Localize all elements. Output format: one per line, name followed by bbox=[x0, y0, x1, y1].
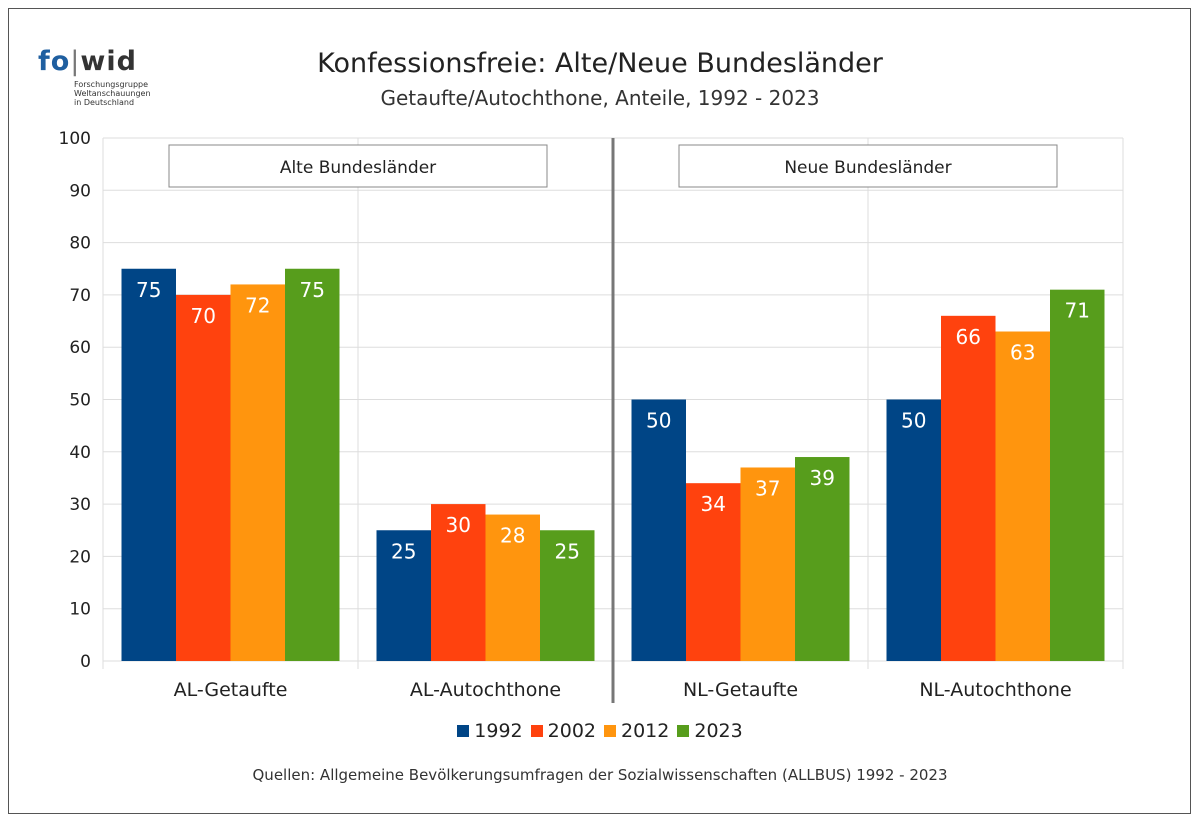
y-tick-label: 30 bbox=[69, 495, 91, 515]
data-label: 63 bbox=[1010, 341, 1035, 365]
y-tick-label: 80 bbox=[69, 234, 91, 254]
data-label: 70 bbox=[191, 304, 216, 328]
y-tick-label: 50 bbox=[69, 391, 91, 411]
data-label: 39 bbox=[810, 466, 835, 490]
y-tick-label: 40 bbox=[69, 443, 91, 463]
group-label: Neue Bundesländer bbox=[784, 158, 951, 178]
y-tick-label: 70 bbox=[69, 286, 91, 306]
legend-label: 2002 bbox=[547, 720, 596, 742]
logo-part-1: fo bbox=[38, 46, 71, 77]
legend-item: 2023 bbox=[677, 720, 743, 742]
y-tick-label: 60 bbox=[69, 338, 91, 358]
data-label: 30 bbox=[446, 513, 471, 537]
bar bbox=[376, 530, 431, 661]
fowid-logo: fo|wid Forschungsgruppe Weltanschauungen… bbox=[38, 46, 178, 116]
y-tick-label: 90 bbox=[69, 181, 91, 201]
data-label: 25 bbox=[555, 539, 580, 563]
bar bbox=[431, 504, 486, 661]
bar bbox=[686, 483, 741, 661]
legend-swatch bbox=[604, 725, 616, 737]
x-tick-label: AL-Getaufte bbox=[174, 679, 288, 701]
chart-subtitle: Getaufte/Autochthone, Anteile, 1992 - 20… bbox=[380, 86, 820, 110]
x-tick-label: AL-Autochthone bbox=[410, 679, 561, 701]
bar bbox=[1050, 289, 1105, 661]
y-tick-label: 0 bbox=[80, 652, 91, 672]
logo-tagline: Forschungsgruppe Weltanschauungen in Deu… bbox=[74, 80, 151, 107]
data-label: 75 bbox=[300, 278, 325, 302]
logo-part-2: wid bbox=[80, 46, 137, 77]
bar bbox=[886, 399, 941, 661]
data-label: 71 bbox=[1065, 299, 1090, 323]
y-tick-label: 100 bbox=[59, 129, 91, 149]
data-label: 37 bbox=[755, 476, 780, 500]
source-note: Quellen: Allgemeine Bevölkerungsumfragen… bbox=[252, 766, 948, 784]
bar bbox=[285, 268, 340, 661]
legend-item: 2012 bbox=[604, 720, 669, 742]
logo-wordmark: fo|wid bbox=[38, 46, 137, 77]
x-tick-label: NL-Getaufte bbox=[683, 679, 798, 701]
bar bbox=[631, 399, 686, 661]
legend-item: 2002 bbox=[530, 720, 596, 742]
data-label: 72 bbox=[245, 293, 270, 317]
legend-label: 2023 bbox=[694, 720, 743, 742]
legend-label: 1992 bbox=[474, 720, 523, 742]
bar bbox=[740, 467, 795, 661]
x-tick-label: NL-Autochthone bbox=[919, 679, 1071, 701]
bar bbox=[795, 457, 850, 661]
legend-item: 1992 bbox=[457, 720, 523, 742]
data-label: 34 bbox=[701, 492, 726, 516]
bar bbox=[485, 514, 540, 661]
data-label: 28 bbox=[500, 524, 525, 548]
data-label: 25 bbox=[391, 539, 416, 563]
data-label: 66 bbox=[956, 325, 981, 349]
legend-swatch bbox=[457, 725, 470, 737]
data-label: 50 bbox=[646, 409, 671, 433]
legend: 1992 2002 2012 2023 bbox=[0, 720, 1200, 742]
bar bbox=[540, 530, 595, 661]
y-tick-label: 10 bbox=[69, 600, 91, 620]
group-label-box bbox=[678, 144, 1058, 188]
legend-swatch bbox=[677, 725, 690, 737]
bar bbox=[230, 284, 285, 661]
bar bbox=[121, 268, 176, 661]
data-label: 50 bbox=[901, 409, 926, 433]
data-label: 75 bbox=[136, 278, 161, 302]
y-tick-label: 20 bbox=[69, 547, 91, 567]
bar bbox=[941, 315, 996, 661]
bar bbox=[995, 331, 1050, 661]
group-label: Alte Bundesländer bbox=[280, 158, 436, 178]
legend-swatch bbox=[530, 725, 543, 737]
bar bbox=[176, 294, 231, 661]
legend-label: 2012 bbox=[621, 720, 670, 742]
chart-title: Konfessionsfreie: Alte/Neue Bundesländer bbox=[317, 48, 883, 79]
group-label-box bbox=[168, 144, 548, 188]
